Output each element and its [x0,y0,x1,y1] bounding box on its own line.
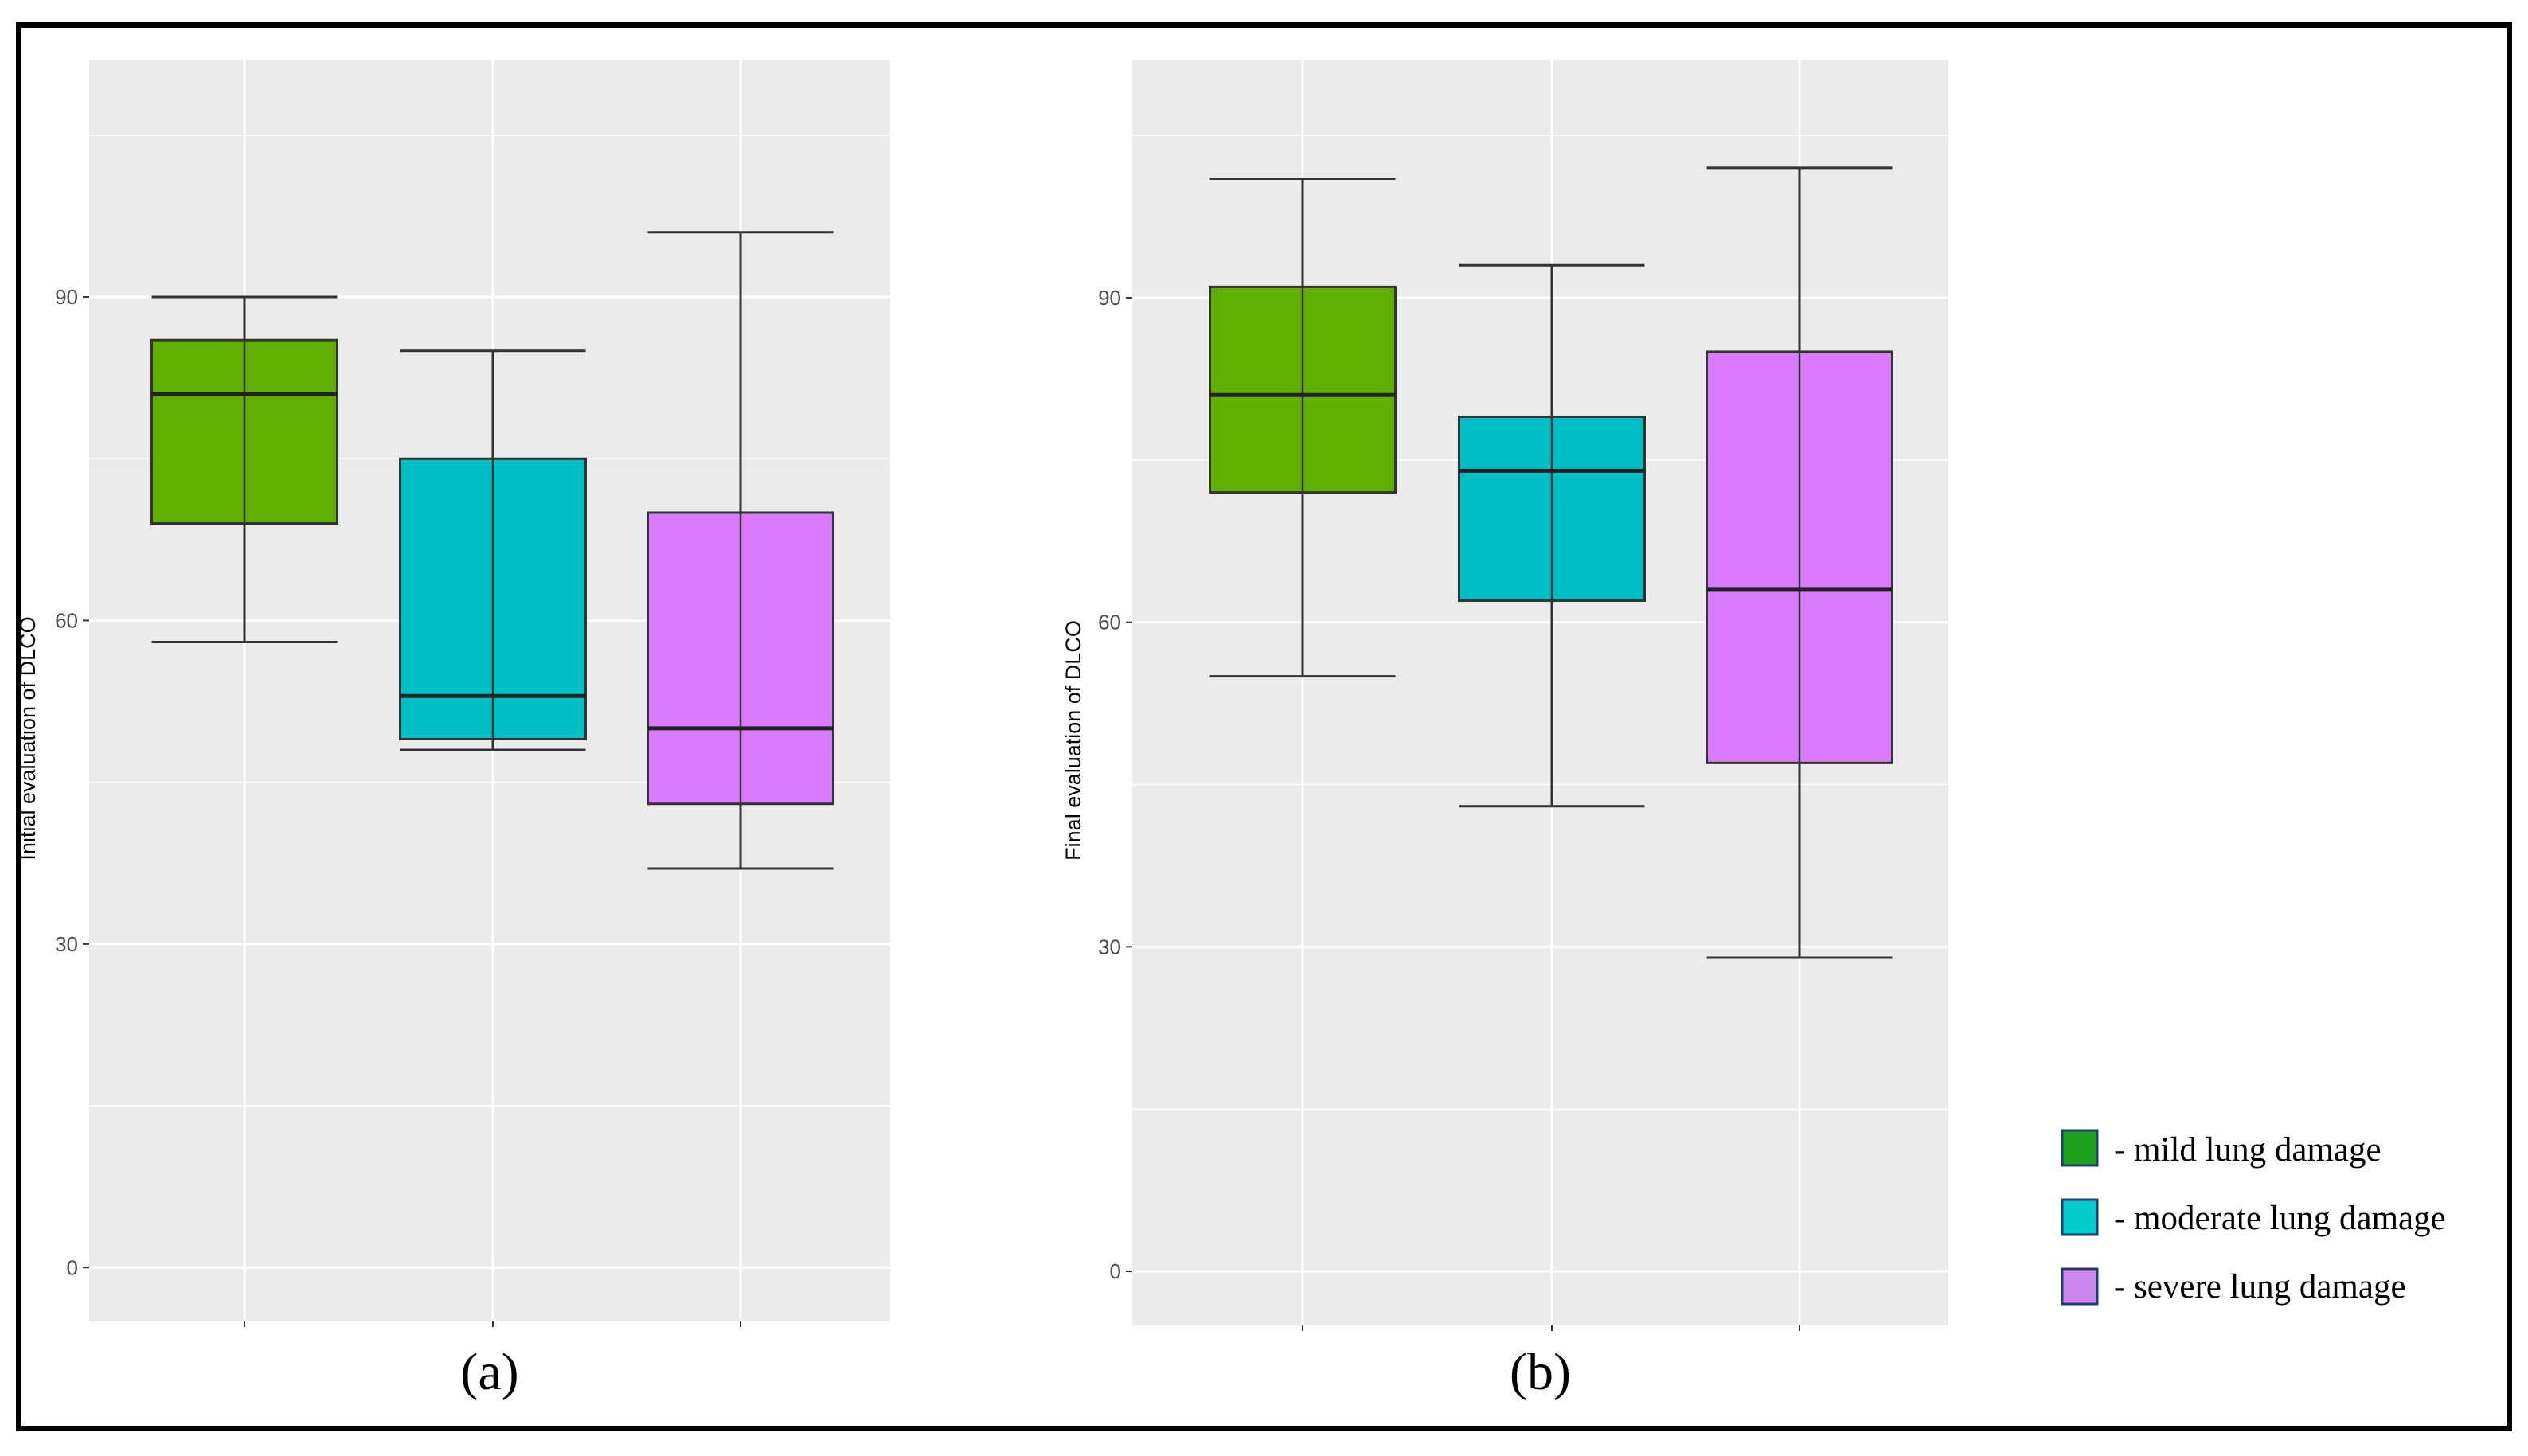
panel-a-box-moderate [399,349,587,751]
panel-b-label: (b) [1510,1343,1571,1401]
panel-a-y-axis-label: Initial evaluation of DLCO [16,616,40,860]
panel-a-y-tick-label: 30 [55,932,78,956]
legend-item-mild: - mild lung damage [2061,1129,2381,1169]
legend-swatch-mild [2061,1129,2099,1167]
legend-swatch-severe [2061,1267,2099,1306]
panel-b: 0 30 60 90 Final evaluation of DLCO (b) [1061,60,1948,1401]
panel-a-box-severe [647,231,834,870]
panel-b-y-axis-label: Final evaluation of DLCO [1061,620,1085,861]
panel-a-y-tick-label: 90 [55,285,78,309]
panel-b-y-tick-label: 60 [1098,611,1121,634]
panel-a-boxes [150,231,834,870]
panel-b-box-moderate [1458,263,1646,808]
panel-a-box-mild [150,295,338,644]
legend-label-severe: - severe lung damage [2114,1268,2406,1306]
legend-swatch-moderate [2061,1198,2099,1236]
legend-label-mild: - mild lung damage [2114,1131,2381,1169]
legend-item-severe: - severe lung damage [2061,1267,2406,1306]
panel-b-y-tick-label: 0 [1110,1259,1121,1283]
figure-frame [16,22,2512,1431]
legend: - mild lung damage - moderate lung damag… [2061,1129,2446,1306]
panel-a-y-tick-label: 0 [67,1255,78,1279]
legend-item-moderate: - moderate lung damage [2061,1198,2446,1237]
panel-b-y-tick-label: 90 [1098,286,1121,310]
panel-b-y-tick-label: 30 [1098,935,1121,958]
panel-a: 0 30 60 90 Initial evaluation of DLCO (a) [16,60,890,1401]
panel-a-x-axis [244,1321,741,1327]
panel-a-label: (a) [460,1343,518,1401]
panel-a-y-tick-label: 60 [55,608,78,632]
panel-b-boxes [1209,166,1893,959]
panel-b-y-axis: 0 30 60 90 [1098,286,1132,1283]
panel-b-x-axis [1302,1325,1800,1331]
panel-a-y-axis: 0 30 60 90 [55,285,89,1279]
legend-label-moderate: - moderate lung damage [2114,1200,2446,1237]
panel-b-box-severe [1706,166,1893,959]
panel-b-box-mild [1209,177,1397,678]
